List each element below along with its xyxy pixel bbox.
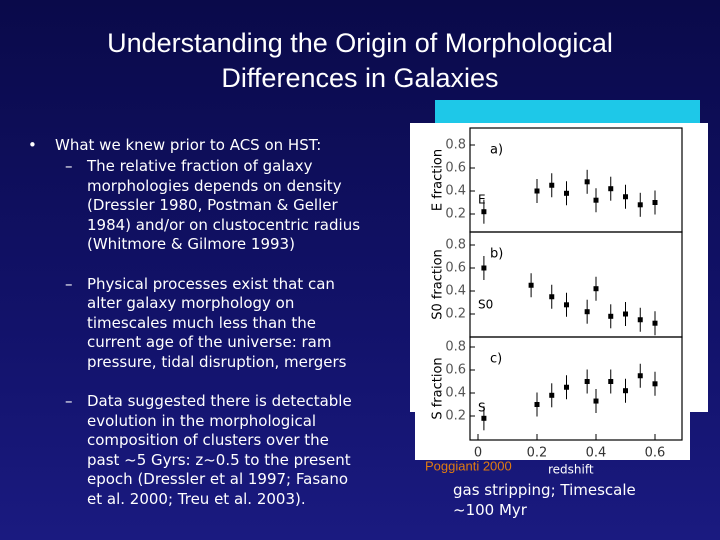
data-point: [549, 392, 555, 398]
x-axis-label: redshift: [548, 463, 594, 477]
y-tick-label: 0.2: [445, 409, 466, 424]
data-point: [481, 415, 487, 421]
sub-text: current age of the universe: ram: [87, 333, 332, 351]
figure-bg: [415, 412, 690, 460]
bullet-marker: •: [28, 136, 37, 154]
data-point: [481, 265, 487, 271]
y-tick-label: 0.6: [445, 261, 466, 276]
panel-key: S: [478, 401, 486, 415]
figure-credit: Poggianti 2000: [425, 458, 512, 473]
data-point: [623, 311, 628, 317]
data-point: [534, 188, 540, 194]
data-point: [481, 209, 487, 215]
data-point: [652, 381, 658, 387]
bullet-text: What we knew prior to ACS on HST:: [55, 136, 322, 154]
data-point: [652, 200, 658, 205]
data-point: [637, 317, 643, 323]
sub-marker: –: [65, 157, 73, 175]
y-tick-label: 0.6: [445, 363, 466, 378]
y-axis-label: E fraction: [431, 149, 446, 211]
note: gas stripping; Timescale: [453, 481, 636, 499]
panel-key: S0: [478, 298, 493, 312]
y-tick-label: 0.2: [445, 307, 466, 322]
data-point: [593, 398, 599, 404]
data-point: [637, 202, 643, 208]
sub-text: Physical processes exist that can: [87, 274, 335, 293]
sub-text: alter galaxy morphology on: [87, 294, 295, 312]
y-tick-label: 0.8: [445, 138, 466, 153]
sub-text: evolution in the morphological: [87, 411, 317, 430]
data-point: [652, 320, 658, 326]
y-tick-label: 0.6: [445, 161, 466, 176]
y-tick-label: 0.4: [445, 284, 466, 299]
sub-marker: –: [65, 274, 73, 293]
data-point: [608, 186, 614, 192]
y-tick-label: 0.2: [445, 207, 466, 222]
data-point: [564, 302, 569, 308]
data-point: [564, 190, 569, 196]
sub-text: composition of clusters over the: [87, 431, 329, 449]
sub-text: timescales much less than the: [87, 313, 317, 332]
data-point: [637, 373, 643, 379]
y-tick-label: 0.8: [445, 238, 466, 253]
data-point: [593, 197, 599, 203]
panel-frame: [469, 336, 683, 441]
data-point: [534, 402, 540, 407]
data-point: [608, 313, 614, 319]
sub-text: Data suggested there is detectable: [87, 392, 352, 410]
data-point: [584, 309, 590, 315]
y-tick-label: 0.4: [445, 386, 466, 401]
y-tick-label: 0.8: [445, 340, 466, 355]
data-point: [549, 294, 555, 300]
sub-text: et al. 2000; Treu et al. 2003).: [87, 489, 306, 508]
sub-text: 1984) and/or on clustocentric radius: [87, 215, 361, 234]
x-tick-label: 0.6: [645, 446, 666, 461]
figure-strip: [435, 100, 700, 125]
sub-text: (Dressler 1980, Postman & Geller: [87, 196, 338, 214]
sub-text: past ~5 Gyrs: z~0.5 to the present: [87, 450, 351, 469]
data-point: [593, 286, 599, 292]
x-tick-label: 0.4: [586, 446, 607, 461]
y-tick-label: 0.4: [445, 184, 466, 199]
panel-label: b): [490, 247, 503, 262]
sub-marker: –: [65, 392, 73, 410]
figure-bg: [410, 123, 708, 412]
x-tick-label: 0: [474, 446, 482, 461]
data-point: [623, 388, 628, 394]
panel-label: c): [490, 352, 502, 367]
title: Understanding the Origin of Morphologica…: [107, 28, 613, 58]
data-point: [608, 379, 614, 384]
panel-key: E: [478, 193, 486, 207]
y-axis-label: S0 fraction: [431, 249, 446, 320]
sub-text: The relative fraction of galaxy: [87, 157, 313, 175]
note: ~100 Myr: [453, 501, 527, 519]
data-point: [584, 379, 590, 384]
y-axis-label: S fraction: [431, 357, 446, 419]
panel-label: a): [490, 143, 503, 158]
sub-text: epoch (Dressler et al 1997; Fasano: [87, 470, 349, 488]
sub-text: pressure, tidal disruption, mergers: [87, 352, 347, 371]
title: Differences in Galaxies: [221, 63, 499, 93]
data-point: [549, 182, 555, 188]
data-point: [623, 194, 628, 200]
x-tick-label: 0.2: [527, 446, 548, 461]
data-point: [584, 179, 590, 185]
data-point: [528, 282, 534, 288]
sub-text: (Whitmore & Gilmore 1993): [87, 235, 295, 253]
data-point: [564, 384, 569, 390]
sub-text: morphologies depends on density: [87, 176, 342, 195]
